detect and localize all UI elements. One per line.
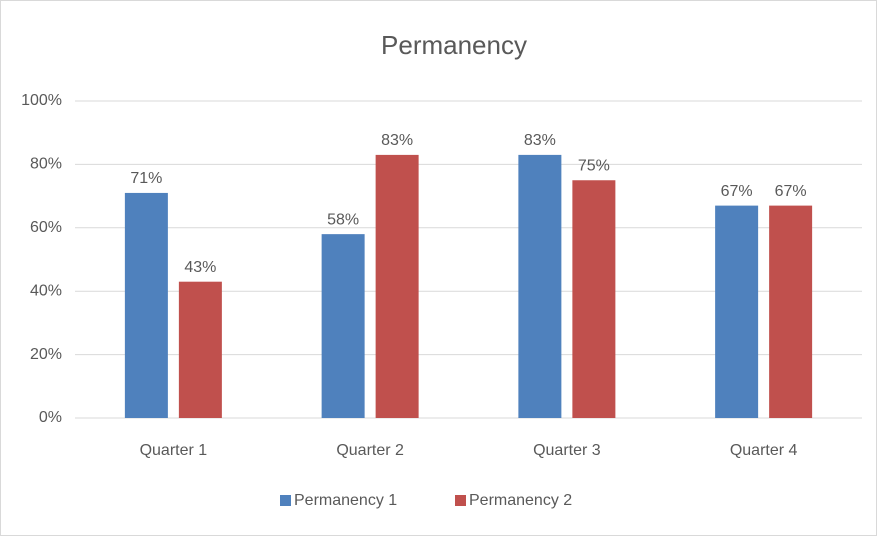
x-tick-label: Quarter 2 bbox=[336, 442, 404, 459]
bar bbox=[124, 192, 168, 418]
value-label: 67% bbox=[721, 183, 753, 200]
value-label: 75% bbox=[578, 157, 610, 174]
bar bbox=[178, 281, 222, 418]
x-tick-label: Quarter 1 bbox=[140, 442, 208, 459]
value-label: 58% bbox=[327, 211, 359, 228]
y-tick-label: 20% bbox=[30, 346, 62, 363]
value-label: 83% bbox=[524, 132, 556, 149]
bar bbox=[715, 205, 759, 418]
legend-swatch bbox=[455, 495, 466, 506]
y-tick-label: 60% bbox=[30, 219, 62, 236]
bar bbox=[518, 154, 562, 418]
bar bbox=[769, 205, 813, 418]
bar bbox=[321, 234, 365, 418]
x-tick-label: Quarter 4 bbox=[730, 442, 798, 459]
bar bbox=[375, 154, 419, 418]
x-tick-label: Quarter 3 bbox=[533, 442, 601, 459]
legend-label: Permanency 2 bbox=[469, 492, 572, 509]
y-tick-label: 100% bbox=[21, 92, 62, 109]
value-label: 71% bbox=[130, 170, 162, 187]
y-tick-label: 40% bbox=[30, 282, 62, 299]
chart-title: Permanency bbox=[381, 30, 527, 60]
value-label: 83% bbox=[381, 132, 413, 149]
y-tick-label: 0% bbox=[39, 409, 62, 426]
value-label: 43% bbox=[184, 259, 216, 276]
legend-swatch bbox=[280, 495, 291, 506]
bar bbox=[572, 180, 616, 418]
y-tick-label: 80% bbox=[30, 156, 62, 173]
value-label: 67% bbox=[775, 183, 807, 200]
legend-label: Permanency 1 bbox=[294, 492, 397, 509]
